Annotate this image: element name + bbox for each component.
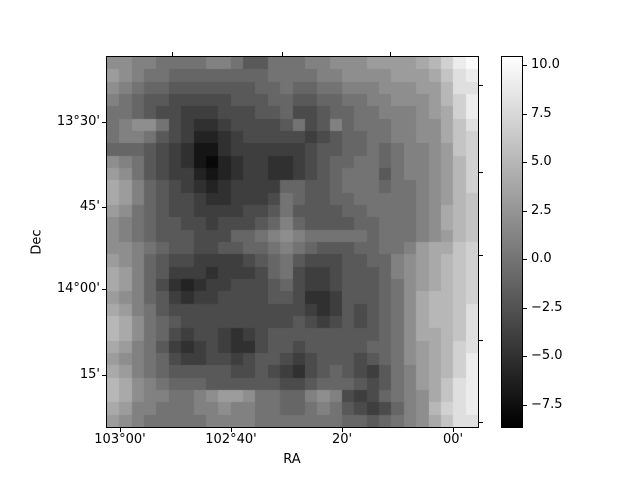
heatmap-image [107, 57, 478, 427]
top-tick-mark [282, 52, 283, 56]
y-tick-mark [102, 289, 106, 290]
x-axis-label: RA [283, 452, 301, 467]
x-tick-mark [231, 428, 232, 432]
x-tick-label: 20' [331, 432, 353, 447]
x-tick-label: 00' [442, 432, 464, 447]
x-tick-mark [120, 428, 121, 432]
colorbar-tick-mark [523, 211, 527, 212]
colorbar [502, 57, 522, 427]
y-tick-label: 15' [79, 367, 100, 382]
y-axis-label: Dec [29, 229, 45, 255]
colorbar-frame [501, 56, 523, 428]
y-tick-mark [102, 122, 106, 123]
colorbar-tick-label: −2.5 [531, 300, 563, 315]
x-tick-label: 102°40' [205, 432, 257, 447]
y-tick-mark [102, 375, 106, 376]
axes-frame [106, 56, 479, 428]
y-tick-mark [102, 207, 106, 208]
colorbar-tick-mark [523, 259, 527, 260]
x-tick-label: 103°00' [94, 432, 146, 447]
top-tick-mark [172, 52, 173, 56]
x-tick-mark [453, 428, 454, 432]
x-tick-mark [342, 428, 343, 432]
y-tick-label: 13°30' [56, 114, 100, 129]
colorbar-tick-mark [523, 405, 527, 406]
colorbar-tick-label: 5.0 [531, 154, 552, 169]
right-tick-mark [479, 172, 483, 173]
colorbar-tick-label: −5.0 [531, 348, 563, 363]
colorbar-tick-label: 2.5 [531, 203, 552, 218]
colorbar-tick-label: 10.0 [531, 57, 560, 72]
colorbar-tick-label: 7.5 [531, 106, 552, 121]
right-tick-mark [479, 85, 483, 86]
right-tick-mark [479, 422, 483, 423]
colorbar-tick-mark [523, 65, 527, 66]
y-tick-label: 45' [79, 199, 100, 214]
right-tick-mark [479, 255, 483, 256]
y-tick-label: 14°00' [56, 281, 100, 296]
colorbar-tick-mark [523, 356, 527, 357]
colorbar-tick-mark [523, 162, 527, 163]
right-tick-mark [479, 340, 483, 341]
colorbar-tick-label: 0.0 [531, 251, 552, 266]
colorbar-tick-mark [523, 308, 527, 309]
colorbar-tick-mark [523, 114, 527, 115]
colorbar-tick-label: −7.5 [531, 397, 563, 412]
top-tick-mark [390, 52, 391, 56]
